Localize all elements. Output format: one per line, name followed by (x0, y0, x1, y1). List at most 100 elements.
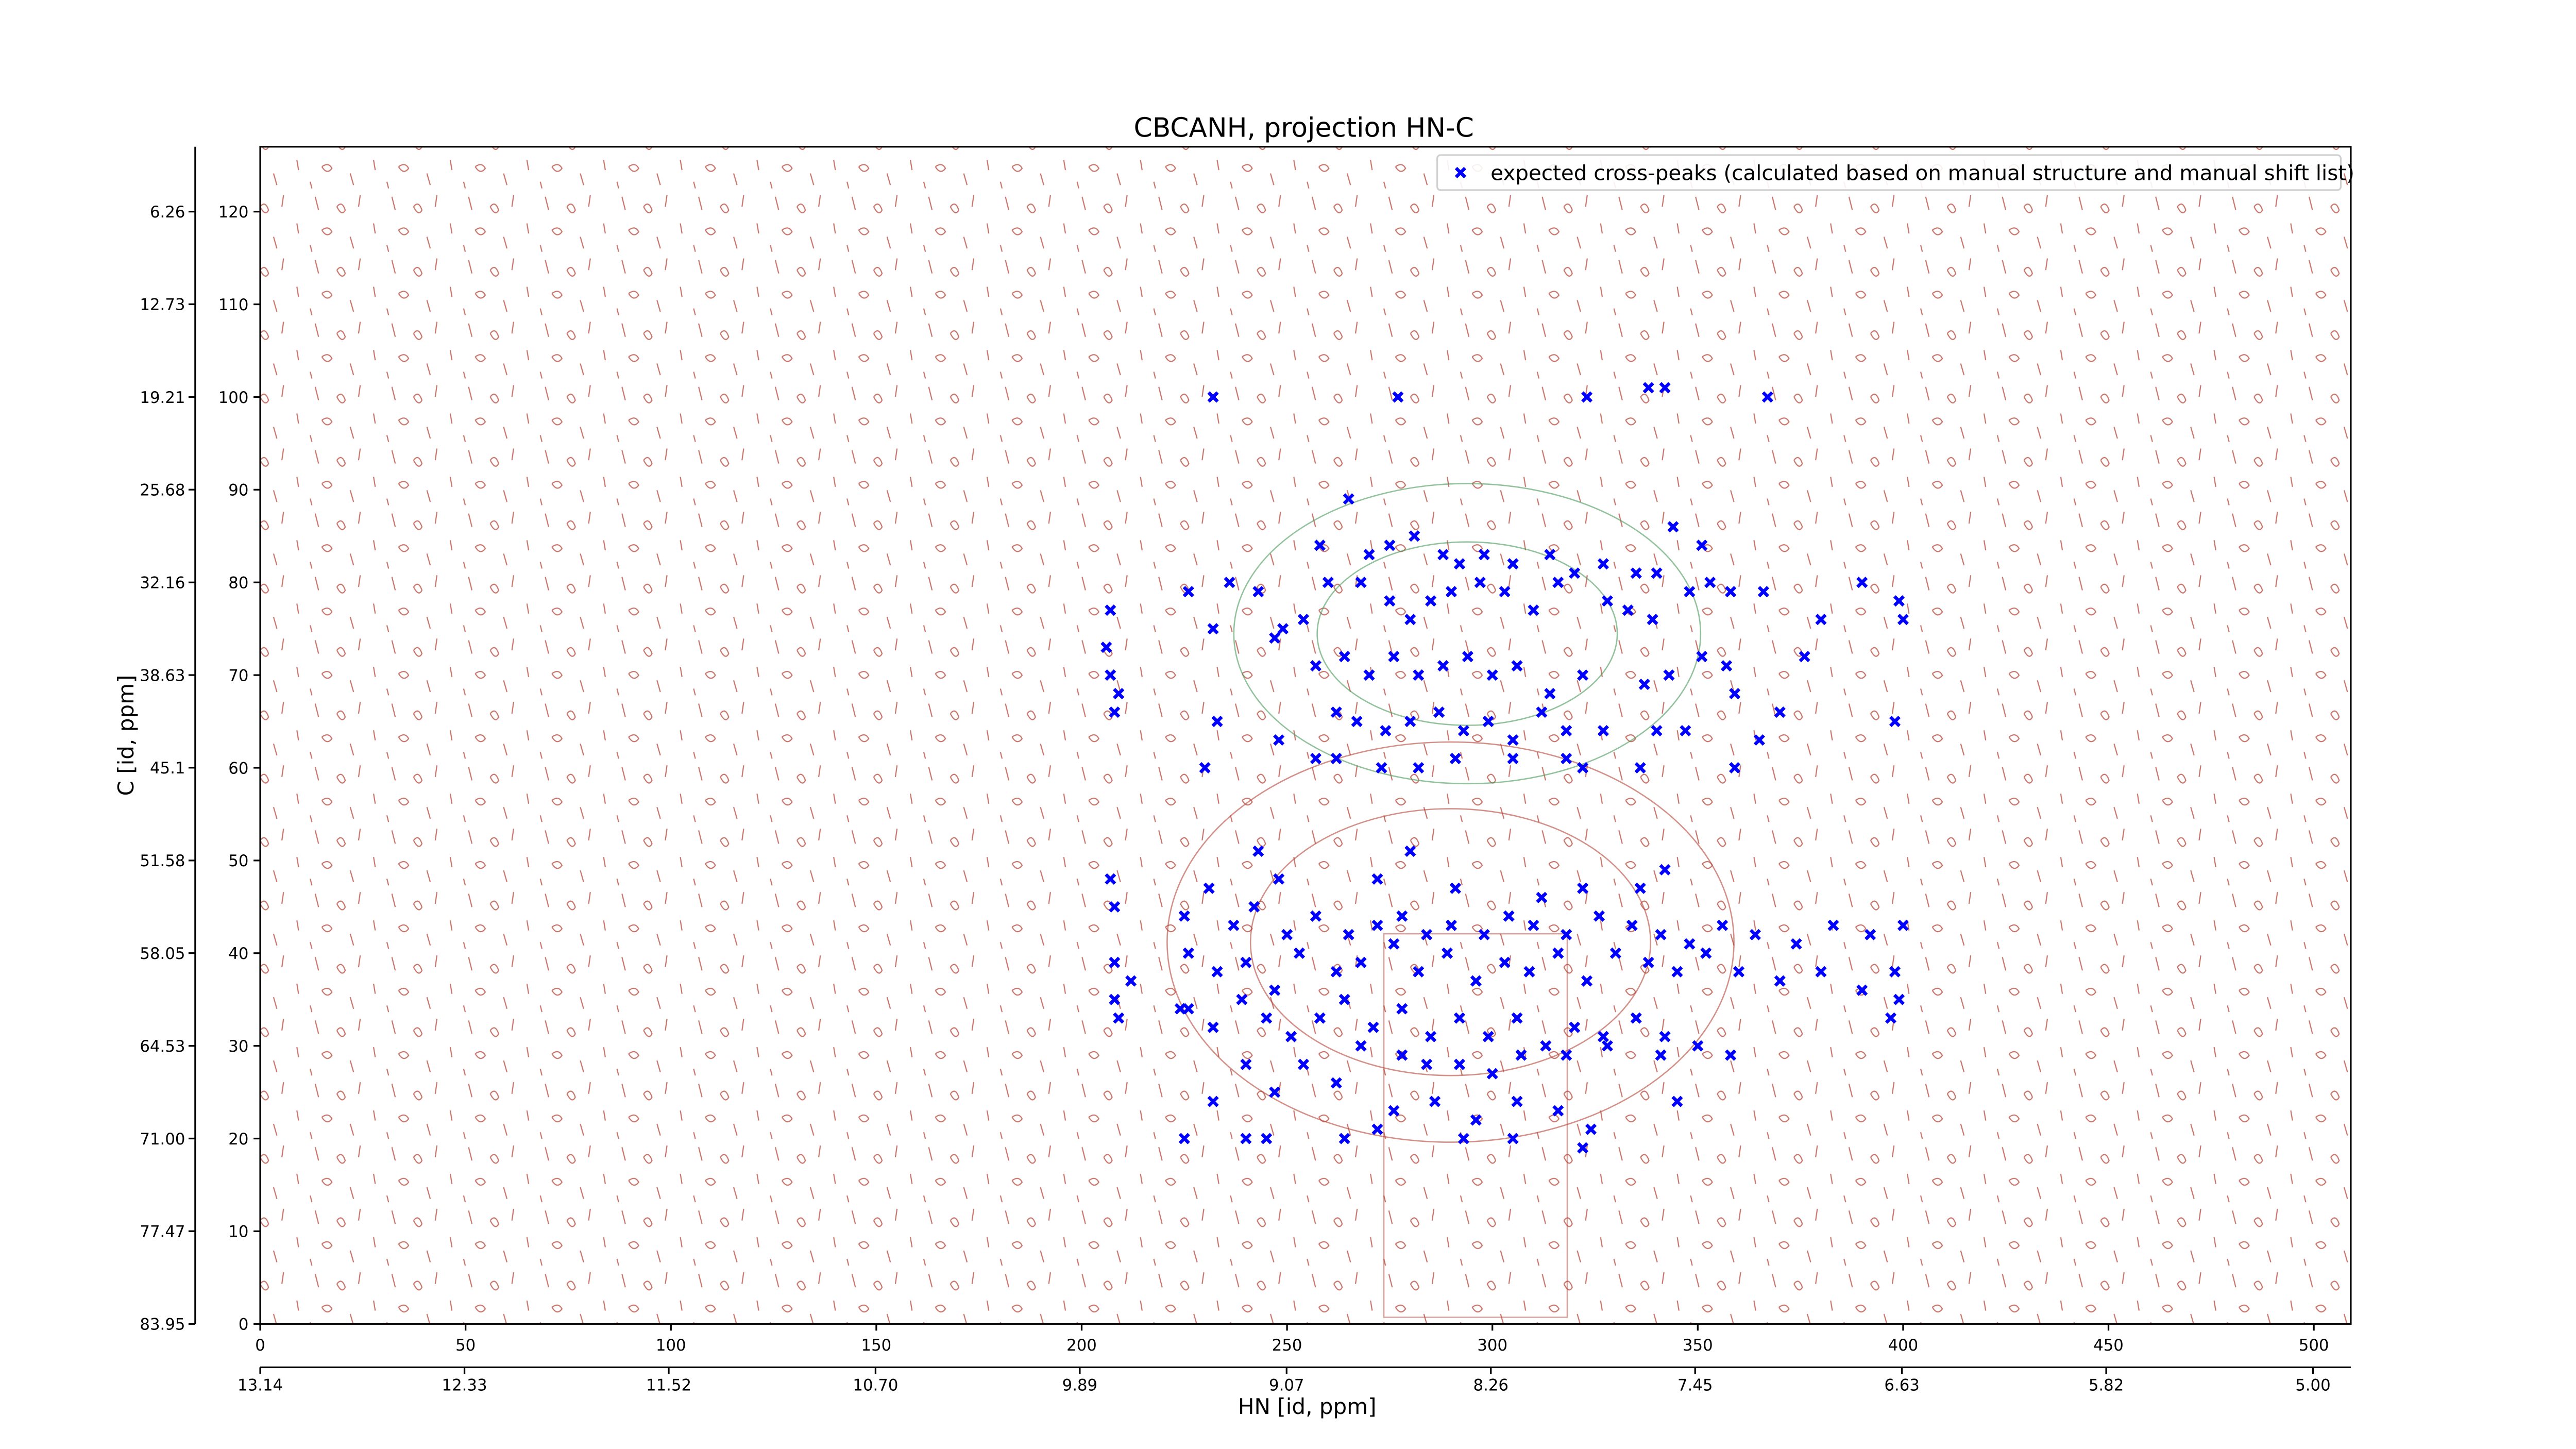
data-point (1429, 1096, 1441, 1107)
data-point (1856, 577, 1868, 588)
data-point (1322, 577, 1334, 588)
data-point (1561, 1049, 1572, 1061)
data-point (1363, 669, 1375, 681)
data-point (1536, 706, 1548, 718)
data-point (1671, 966, 1683, 978)
data-point (1371, 1123, 1383, 1135)
data-point (1224, 577, 1235, 588)
y-tick-label: 0 (239, 1316, 249, 1334)
data-point (1425, 1031, 1437, 1042)
y2-tick-label: 64.53 (140, 1037, 185, 1056)
data-point (1240, 1133, 1252, 1144)
data-point (1297, 1058, 1310, 1070)
y-axis-label: C [id, ppm] (113, 675, 139, 796)
x-tick-label: 150 (861, 1336, 892, 1355)
y-tick-label: 30 (228, 1037, 248, 1056)
data-point (1647, 614, 1658, 626)
data-point (1515, 1049, 1527, 1061)
data-point (1700, 947, 1712, 959)
data-point (1458, 724, 1469, 737)
data-point (1815, 614, 1827, 626)
data-point (1371, 873, 1383, 885)
data-point (1725, 1049, 1737, 1061)
y2-tick-label: 19.21 (140, 389, 185, 407)
data-point (1721, 660, 1733, 672)
data-point (1409, 530, 1420, 542)
y-tick-label: 90 (228, 481, 248, 500)
data-point (1330, 706, 1342, 718)
data-point (1569, 1021, 1581, 1033)
data-point (1396, 1049, 1408, 1061)
data-point (1597, 724, 1609, 737)
data-point (1638, 679, 1650, 690)
data-point (1815, 966, 1827, 978)
data-point (1536, 891, 1548, 903)
data-point (1310, 752, 1321, 765)
data-point (1507, 752, 1519, 765)
plot-frame (259, 146, 2352, 1325)
data-point (1421, 1058, 1433, 1070)
data-point (1642, 956, 1654, 968)
data-point (1507, 734, 1519, 746)
data-point (1413, 762, 1425, 774)
data-point (1581, 975, 1593, 987)
data-point (1404, 614, 1416, 626)
data-point (1441, 947, 1453, 959)
data-point (1343, 929, 1354, 940)
data-point (1507, 558, 1519, 570)
data-point (1462, 651, 1473, 663)
data-point (1236, 993, 1248, 1005)
y2-tick-label: 51.58 (140, 852, 185, 870)
x2-tick-label: 13.14 (238, 1376, 283, 1395)
data-point (1105, 604, 1116, 616)
data-point (1392, 391, 1404, 403)
x-tick-label: 250 (1272, 1336, 1302, 1355)
data-point (1404, 715, 1416, 728)
data-point (1478, 929, 1490, 940)
data-point (1388, 938, 1400, 950)
data-point (1561, 724, 1572, 737)
data-point (1761, 391, 1773, 403)
data-point (1659, 382, 1671, 394)
data-point (1445, 586, 1458, 598)
data-point (1211, 715, 1223, 728)
data-point (1413, 966, 1425, 978)
data-point (1384, 595, 1396, 607)
data-point (1597, 558, 1609, 570)
y-tick-label: 120 (218, 203, 249, 222)
data-point (1109, 901, 1121, 913)
data-point (1528, 604, 1539, 616)
data-point (1421, 929, 1433, 940)
data-point (1577, 669, 1589, 681)
x2-tick-label: 8.26 (1473, 1376, 1509, 1395)
data-point (1733, 966, 1745, 978)
x2-tick-label: 11.52 (646, 1376, 691, 1395)
x-tick-label: 450 (2093, 1336, 2124, 1355)
data-point (1437, 549, 1449, 561)
data-point (1651, 567, 1663, 579)
data-point (1585, 1123, 1597, 1135)
data-point (1486, 669, 1498, 681)
data-point (1593, 910, 1605, 922)
data-point (1203, 882, 1215, 894)
x-axis-label: HN [id, ppm] (1238, 1394, 1377, 1419)
data-point (1499, 956, 1511, 968)
data-point (1413, 669, 1425, 681)
data-point (1182, 586, 1194, 598)
y-tick-label: 110 (218, 296, 249, 314)
data-point (1561, 929, 1572, 940)
data-point (1753, 734, 1765, 746)
data-point (1642, 382, 1654, 394)
x2-tick-label: 9.89 (1062, 1376, 1097, 1395)
data-point (1626, 919, 1638, 931)
data-point (1425, 595, 1437, 607)
data-point (1728, 762, 1741, 774)
data-point (1437, 660, 1449, 672)
data-point (1388, 651, 1400, 663)
data-point (1897, 614, 1909, 626)
data-point (1561, 752, 1572, 765)
data-point (1261, 1133, 1273, 1144)
data-point (1774, 975, 1786, 987)
data-point (1889, 966, 1901, 978)
